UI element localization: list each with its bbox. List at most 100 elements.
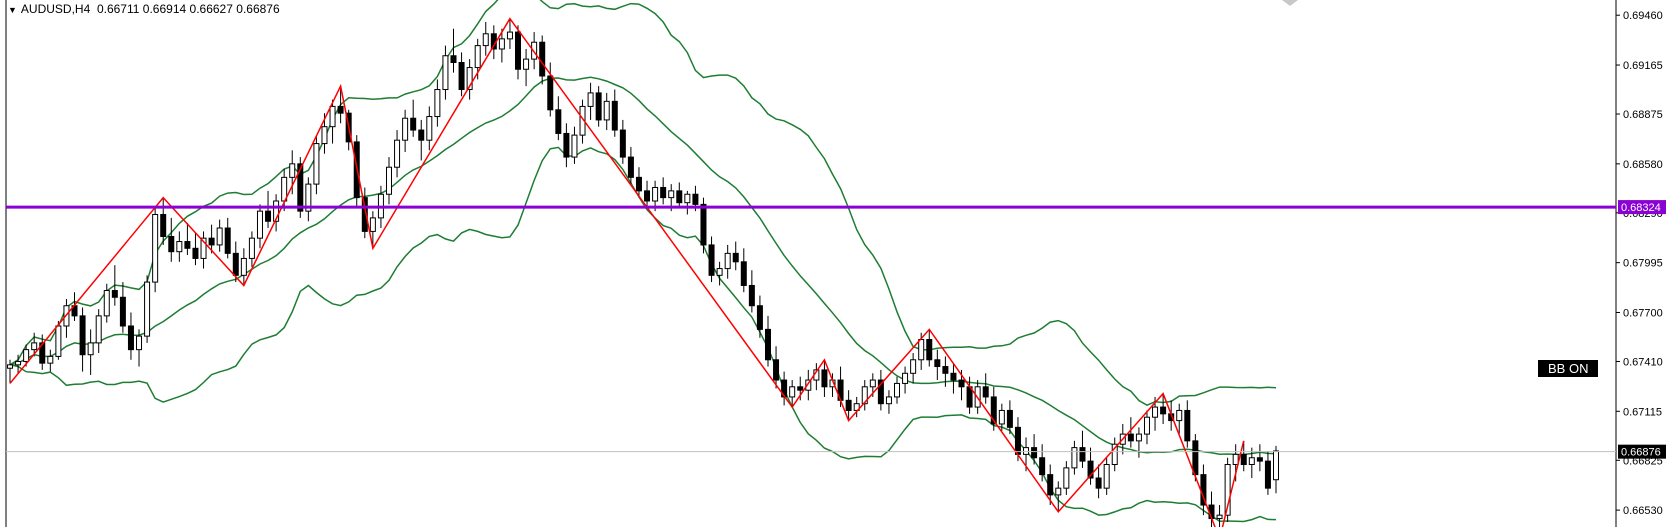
candle [418,119,425,161]
candle [176,231,183,262]
candle [95,309,102,354]
candle [200,231,207,269]
candle [1192,434,1199,482]
candle [611,89,618,137]
candle [563,123,570,168]
candle [740,248,747,293]
candle [144,275,151,343]
candle [716,261,723,286]
candle-body [152,214,159,283]
candle-body [450,55,457,63]
candle-body [87,342,94,356]
candle [111,265,118,306]
candle [273,194,280,232]
candle-body [894,382,901,398]
candle [265,190,272,229]
candle [160,197,167,245]
candle-body [248,237,255,259]
candle-body [1176,409,1183,422]
candle [1200,464,1207,516]
candle [240,248,247,286]
candle [184,222,191,256]
candle-body [297,163,304,212]
candle [587,82,594,120]
candle-body [595,92,602,121]
candle-body [700,203,707,246]
candle-body [1232,453,1239,466]
candle [192,233,199,266]
candle-body [1111,443,1118,466]
candle [402,109,409,153]
candle [1176,403,1183,435]
candle-body [611,100,618,131]
candle-body [1135,433,1142,442]
symbol-dropdown-icon[interactable]: ▼ [8,5,17,15]
candle-body [1006,409,1013,428]
candle-body [184,241,191,249]
level-price-tag-label: 0.68324 [1621,202,1661,214]
candle-body [539,41,546,77]
candle-body [434,89,441,118]
candle-body [950,372,957,381]
candle-body [942,366,949,374]
candle [1055,481,1062,512]
candle [1224,457,1231,522]
candle [603,92,610,131]
bb-status-badge: BB ON [1538,360,1599,377]
candle-body [39,342,46,364]
candle [361,187,368,239]
candle [256,204,263,249]
candle [1087,447,1094,485]
candle [55,320,62,360]
candle [1039,444,1046,482]
candle [982,373,989,404]
candle-body [1248,457,1255,466]
candle-body [15,360,22,366]
candle-body [224,227,231,254]
candle-body [869,379,876,388]
candle-body [652,186,659,202]
zigzag-line [9,17,1245,527]
candle [1256,444,1263,472]
candle [813,363,820,391]
candle [329,99,336,144]
candle-body [805,379,812,391]
candle-body [329,105,336,128]
candle-body [482,33,489,47]
candle-body [910,359,917,374]
candle-body [410,117,417,131]
candle [442,45,449,100]
candle [87,329,94,375]
candle-body [764,328,771,361]
candle [410,99,417,137]
candle-body [587,92,594,107]
candle [926,329,933,367]
candle-body [144,281,151,337]
candle-body [176,241,183,253]
candle [208,224,215,254]
candle [902,366,909,394]
candle-body [136,335,143,351]
candle-body [265,210,272,222]
candle-body [756,305,763,330]
candle-body [506,31,513,40]
candle-body [418,129,425,141]
candle [482,21,489,56]
candle-body [885,396,892,405]
price-tick-label: 0.66530 [1623,505,1663,517]
candle-body [232,252,239,276]
candle-body [1224,464,1231,516]
candle-body [1023,447,1030,455]
candle-body [321,126,328,145]
candle [127,312,134,360]
candle-body [103,290,110,317]
candle-body [1047,474,1054,496]
candle-body [1127,433,1134,442]
candle-body [603,100,610,121]
candle-body [1063,467,1070,489]
candle [950,363,957,394]
candle [764,315,771,367]
candle-body [369,217,376,232]
level-price-tag [1618,200,1666,215]
